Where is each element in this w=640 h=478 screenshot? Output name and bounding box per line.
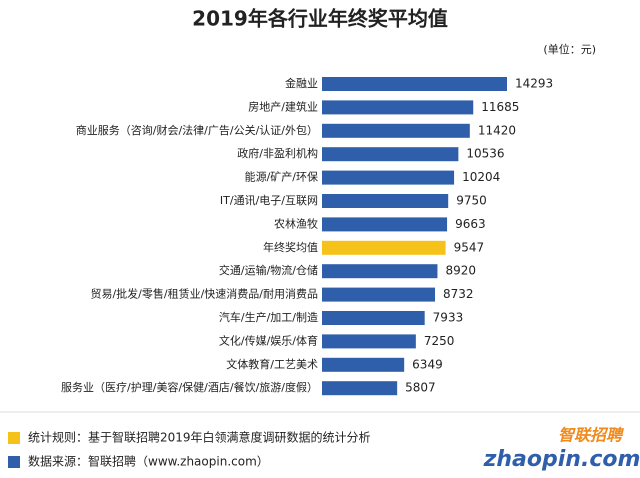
bar [322, 311, 425, 325]
value-label: 7250 [424, 334, 455, 348]
value-label: 14293 [515, 77, 553, 91]
value-label: 11685 [481, 100, 519, 114]
category-label: 文体教育/工艺美术 [226, 357, 318, 371]
value-label: 5807 [405, 381, 436, 395]
category-label: 商业服务（咨询/财会/法律/广告/公关/认证/外包） [76, 123, 318, 137]
bar [322, 217, 448, 232]
category-label: 金融业 [285, 76, 318, 90]
logo-name: 智联招聘 [558, 426, 625, 445]
category-label: 年终奖均值 [263, 240, 318, 254]
category-label: 交通/运输/物流/仓储 [219, 263, 318, 277]
bar [322, 381, 398, 396]
category-label: 房地产/建筑业 [248, 99, 318, 113]
note-text: 数据来源：智联招聘（www.zhaopin.com） [28, 454, 269, 469]
unit-label: (单位：元) [543, 42, 596, 56]
value-label: 8920 [445, 264, 476, 278]
bar [322, 170, 455, 185]
chart-title: 2019年各行业年终奖平均值 [192, 7, 448, 31]
category-label: 政府/非盈利机构 [237, 146, 318, 160]
value-label: 11420 [478, 123, 516, 137]
category-label: 服务业（医疗/护理/美容/保健/酒店/餐饮/旅游/度假） [61, 380, 318, 394]
value-label: 10204 [462, 170, 500, 184]
value-label: 9663 [455, 217, 486, 231]
category-label: 农林渔牧 [274, 216, 318, 230]
bar [322, 77, 507, 91]
bar [322, 123, 470, 138]
category-label: IT/通讯/电子/互联网 [220, 194, 318, 207]
note-text: 统计规则：基于智联招聘2019年白领满意度调研数据的统计分析 [28, 430, 371, 445]
note-swatch [8, 432, 20, 444]
bar [322, 264, 438, 279]
value-label: 10536 [466, 147, 504, 161]
category-label: 贸易/批发/零售/租赁业/快速消费品/耐用消费品 [90, 287, 318, 301]
bar [322, 100, 474, 115]
value-label: 9547 [454, 240, 485, 254]
category-label: 文化/传媒/娱乐/体育 [219, 333, 318, 347]
bar [322, 240, 446, 255]
value-label: 8732 [443, 287, 474, 301]
bar [322, 287, 436, 302]
value-label: 9750 [456, 194, 487, 208]
note-swatch [8, 456, 20, 468]
logo-site: zhaopin.com [483, 447, 640, 472]
bar [322, 357, 405, 372]
value-label: 7933 [433, 311, 464, 325]
bar [322, 147, 459, 162]
category-label: 能源/矿产/环保 [245, 170, 318, 184]
value-label: 6349 [412, 357, 443, 371]
bar [322, 334, 416, 349]
bar [322, 194, 449, 208]
category-label: 汽车/生产/加工/制造 [219, 310, 318, 324]
